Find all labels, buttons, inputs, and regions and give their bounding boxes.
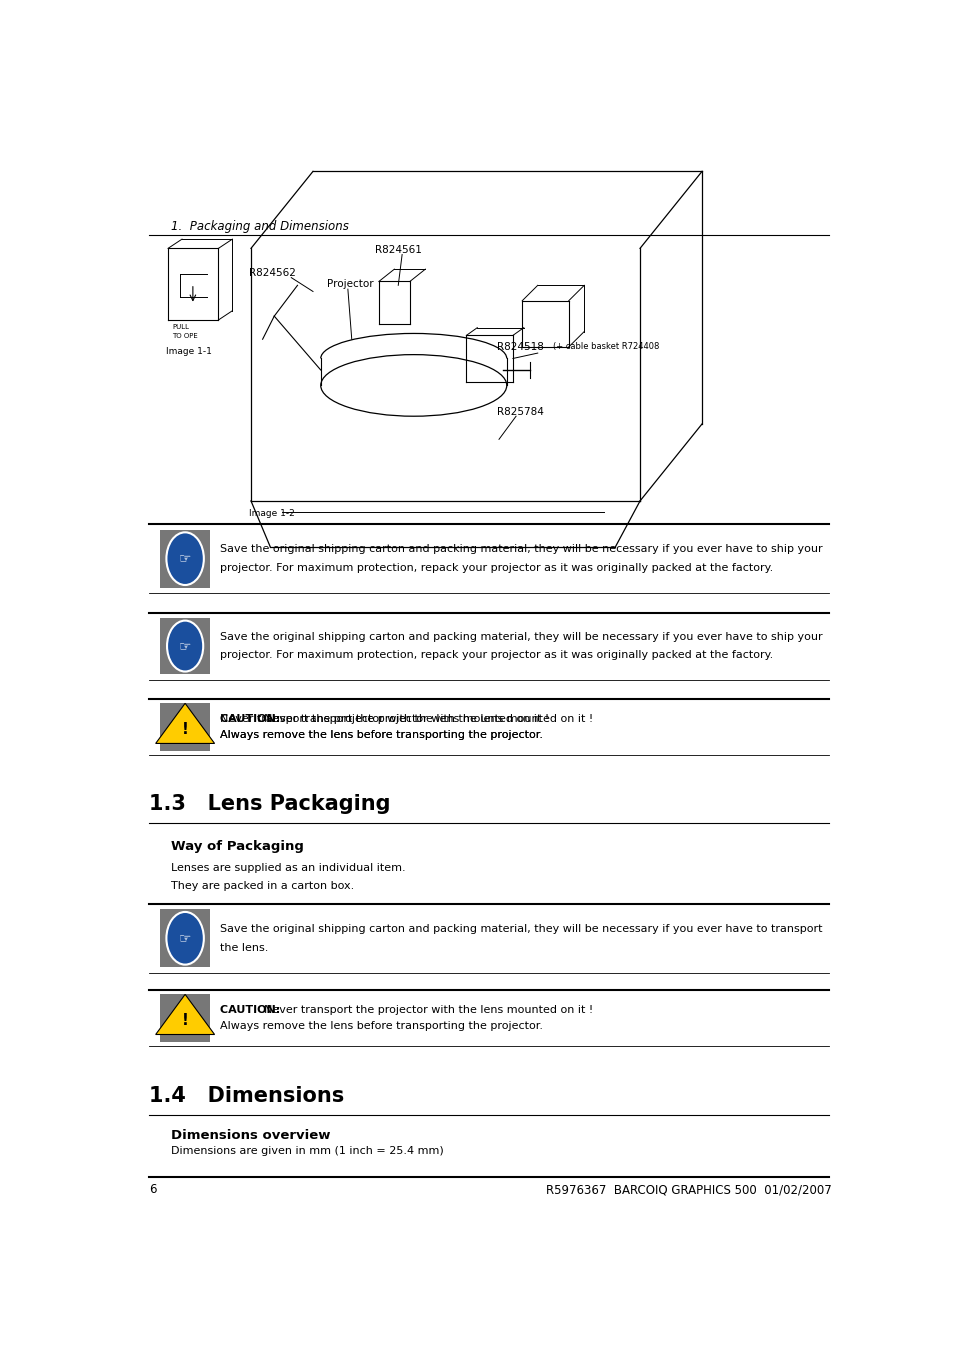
FancyBboxPatch shape [159, 530, 210, 588]
Text: Save the original shipping carton and packing material, they will be necessary i: Save the original shipping carton and pa… [220, 924, 821, 934]
Text: ☞: ☞ [179, 551, 192, 566]
Text: Always remove the lens before transporting the projector.: Always remove the lens before transporti… [220, 730, 542, 740]
Text: Never transport the projector with the lens mounted on it !: Never transport the projector with the l… [220, 715, 549, 724]
Text: PULL: PULL [172, 324, 189, 330]
FancyBboxPatch shape [159, 617, 210, 674]
Text: the lens.: the lens. [220, 943, 268, 952]
Text: (+ cable basket R724408: (+ cable basket R724408 [553, 342, 659, 350]
Text: Save the original shipping carton and packing material, they will be necessary i: Save the original shipping carton and pa… [220, 544, 821, 554]
Text: Image 1-2: Image 1-2 [249, 508, 294, 517]
Text: projector. For maximum protection, repack your projector as it was originally pa: projector. For maximum protection, repac… [220, 650, 773, 661]
Text: R5976367  BARCOIQ GRAPHICS 500  01/02/2007: R5976367 BARCOIQ GRAPHICS 500 01/02/2007 [546, 1183, 831, 1196]
Text: !: ! [181, 1013, 189, 1028]
Circle shape [167, 620, 203, 671]
Text: Never transport the projector with the lens mounted on it !: Never transport the projector with the l… [264, 715, 593, 724]
FancyBboxPatch shape [159, 704, 210, 751]
Text: CAUTION:: CAUTION: [220, 715, 284, 724]
Text: Always remove the lens before transporting the projector.: Always remove the lens before transporti… [220, 730, 542, 740]
Text: Projector: Projector [327, 280, 374, 289]
Text: Dimensions overview: Dimensions overview [171, 1129, 331, 1142]
Text: 6: 6 [149, 1183, 156, 1196]
Text: R825784: R825784 [497, 407, 544, 417]
Circle shape [166, 532, 204, 585]
Text: R824518: R824518 [497, 342, 543, 351]
Text: 1.  Packaging and Dimensions: 1. Packaging and Dimensions [171, 220, 349, 232]
Circle shape [166, 912, 204, 965]
Text: Way of Packaging: Way of Packaging [171, 840, 304, 852]
Text: Save the original shipping carton and packing material, they will be necessary i: Save the original shipping carton and pa… [220, 632, 821, 642]
FancyBboxPatch shape [159, 994, 210, 1042]
Text: Never transport the projector with the lens mounted on it !: Never transport the projector with the l… [264, 1005, 593, 1015]
Text: Lenses are supplied as an individual item.: Lenses are supplied as an individual ite… [171, 863, 405, 873]
Text: Dimensions are given in mm (1 inch = 25.4 mm): Dimensions are given in mm (1 inch = 25.… [171, 1146, 443, 1156]
Text: 1.4   Dimensions: 1.4 Dimensions [149, 1086, 344, 1106]
FancyBboxPatch shape [159, 909, 210, 967]
Polygon shape [155, 994, 214, 1035]
Text: ☞: ☞ [179, 639, 192, 653]
Text: ☞: ☞ [179, 931, 192, 946]
Text: R824561: R824561 [375, 246, 421, 255]
Text: R824562: R824562 [249, 267, 296, 277]
Text: They are packed in a carton box.: They are packed in a carton box. [171, 881, 355, 890]
Text: CAUTION:: CAUTION: [220, 1005, 284, 1015]
Text: TO OPE: TO OPE [172, 334, 197, 339]
Text: Image 1-1: Image 1-1 [166, 347, 212, 355]
Text: !: ! [181, 721, 189, 736]
Text: projector. For maximum protection, repack your projector as it was originally pa: projector. For maximum protection, repac… [220, 563, 773, 573]
Text: 1.3   Lens Packaging: 1.3 Lens Packaging [149, 793, 390, 813]
Polygon shape [155, 704, 214, 743]
Text: Always remove the lens before transporting the projector.: Always remove the lens before transporti… [220, 1021, 542, 1031]
